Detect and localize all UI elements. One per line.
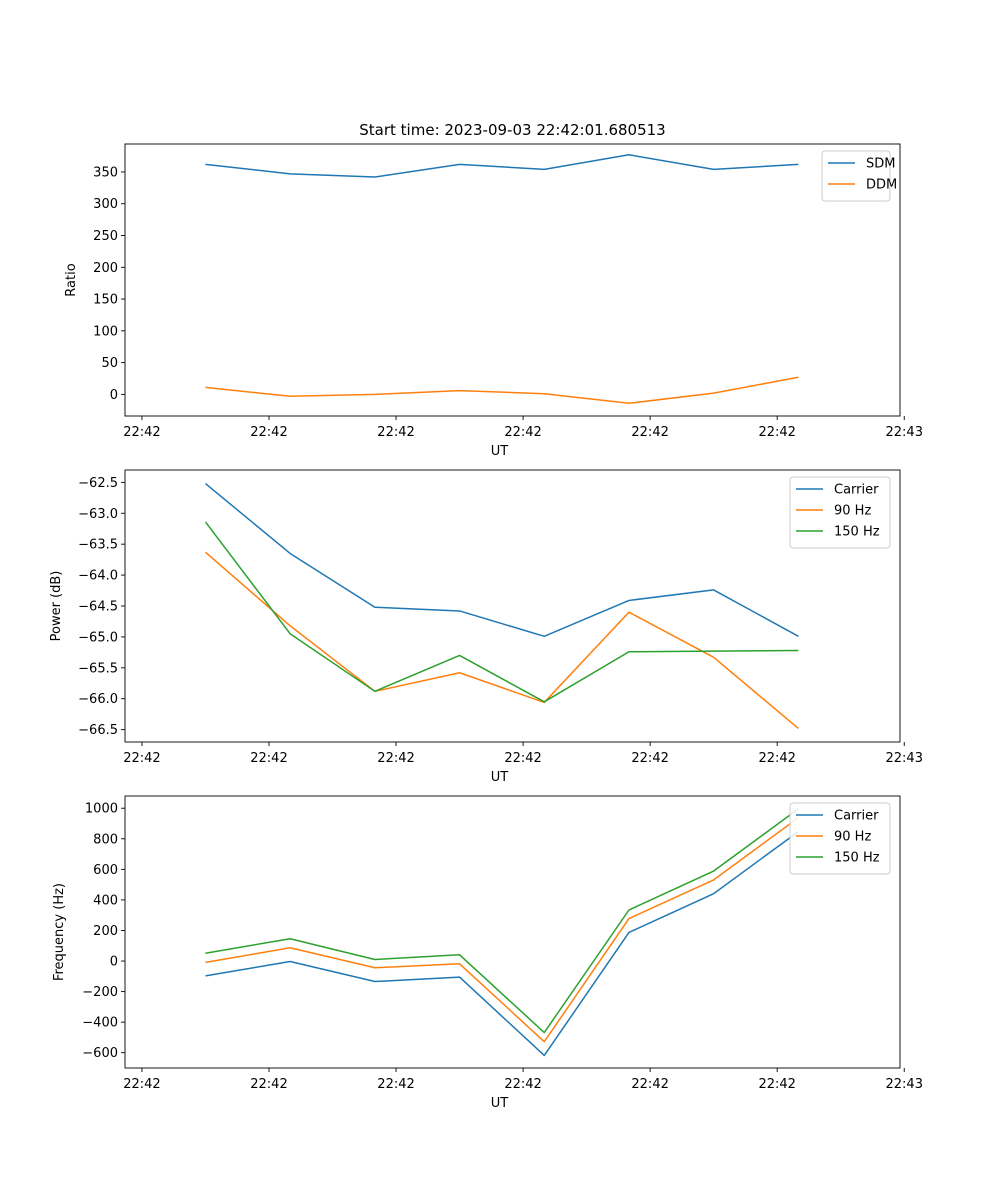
x-tick-label: 22:43 — [886, 1077, 923, 1092]
legend-label-90-hz: 90 Hz — [834, 504, 871, 519]
x-tick-label: 22:43 — [886, 751, 923, 766]
y-tick-label: −600 — [82, 1046, 118, 1061]
chart-panel-1: 0 50 100 150 200 250 300 350 22:42 22:42 22:42 22:4… — [64, 121, 923, 459]
y-tick-label: −400 — [82, 1016, 118, 1031]
y-tick-label: −63.5 — [78, 538, 118, 553]
legend-label-carrier: Carrier — [834, 809, 879, 824]
x-tick-label: 22:42 — [377, 751, 414, 766]
x-tick-label: 22:43 — [886, 425, 923, 440]
y-tick-label: 0 — [110, 955, 118, 970]
x-tick-label: 22:42 — [377, 1077, 414, 1092]
x-tick-label: 22:42 — [123, 751, 160, 766]
legend-label-150-hz: 150 Hz — [834, 851, 880, 866]
y-tick-label: 50 — [101, 356, 118, 371]
legend: Carrier 90 Hz 150 Hz — [789, 476, 891, 549]
x-tick-label: 22:42 — [631, 425, 668, 440]
x-tick-label: 22:42 — [758, 751, 795, 766]
legend-label-sdm: SDM — [866, 157, 895, 172]
x-tick-label: 22:42 — [504, 1077, 541, 1092]
y-tick-label: 350 — [93, 165, 118, 180]
y-axis-label: Ratio — [64, 263, 79, 296]
x-axis-label: UT — [491, 1096, 509, 1111]
series-line-90-hz — [205, 817, 799, 1043]
y-tick-label: 600 — [93, 863, 118, 878]
y-tick-label: −62.5 — [78, 476, 118, 491]
x-tick-label: 22:42 — [123, 425, 160, 440]
y-tick-label: −200 — [82, 985, 118, 1000]
y-tick-label: 1000 — [85, 802, 118, 817]
axes-frame — [124, 795, 901, 1069]
y-tick-label: −63.0 — [78, 507, 118, 522]
legend: SDM DDM — [821, 150, 897, 202]
x-tick-label: 22:42 — [250, 751, 287, 766]
plot-area — [125, 470, 900, 742]
series-line-150-hz — [204, 521, 799, 703]
y-tick-label: 250 — [93, 229, 118, 244]
y-tick-label: −66.0 — [78, 692, 118, 707]
y-tick-label: 300 — [93, 197, 118, 212]
y-tick-label: 200 — [93, 924, 118, 939]
x-tick-label: 22:42 — [504, 751, 541, 766]
y-tick-label: 200 — [93, 261, 118, 276]
series-line-90-hz — [204, 551, 799, 729]
x-tick-label: 22:42 — [504, 425, 541, 440]
legend-label-150-hz: 150 Hz — [834, 525, 880, 540]
x-tick-label: 22:42 — [758, 1077, 795, 1092]
chart-panel-2: −66.5 −66.0 −65.5 −65.0 −64.5 −64.0 −63.5 −63.0… — [49, 469, 923, 785]
y-axis-label: Frequency (Hz) — [52, 883, 67, 981]
x-tick-label: 22:42 — [758, 425, 795, 440]
x-axis-label: UT — [491, 444, 509, 459]
y-tick-label: 0 — [110, 388, 118, 403]
legend-label-carrier: Carrier — [834, 483, 879, 498]
x-tick-label: 22:42 — [123, 1077, 160, 1092]
x-tick-label: 22:42 — [250, 425, 287, 440]
x-tick-label: 22:42 — [631, 751, 668, 766]
chart-panel-3: −600 −400 −200 0 200 400 600 800 1000 22:42 22:42 2… — [52, 795, 923, 1111]
x-axis-label: UT — [491, 770, 509, 785]
legend: Carrier 90 Hz 150 Hz — [789, 802, 891, 875]
chart-title: Start time: 2023-09-03 22:42:01.680513 — [359, 121, 665, 139]
y-axis-label: Power (dB) — [49, 571, 64, 642]
y-tick-label: −65.0 — [78, 630, 118, 645]
legend-label-ddm: DDM — [866, 178, 897, 193]
y-tick-label: −66.5 — [78, 723, 118, 738]
x-tick-label: 22:42 — [250, 1077, 287, 1092]
plot-area — [125, 796, 900, 1068]
x-tick-label: 22:42 — [377, 425, 414, 440]
panels: 0 50 100 150 200 250 300 350 22:42 22:42 22:42 22:4… — [49, 121, 923, 1111]
axes-frame — [124, 143, 901, 417]
y-tick-label: 400 — [93, 893, 118, 908]
x-tick-label: 22:42 — [631, 1077, 668, 1092]
series-line-ddm — [205, 376, 799, 405]
y-tick-label: −64.5 — [78, 600, 118, 615]
legend-label-90-hz: 90 Hz — [834, 830, 871, 845]
y-tick-label: 150 — [93, 293, 118, 308]
y-tick-label: 100 — [93, 324, 118, 339]
y-tick-label: −65.5 — [78, 661, 118, 676]
plot-area — [125, 144, 900, 416]
series-line-carrier — [205, 830, 799, 1057]
series-line-sdm — [205, 154, 799, 178]
series-line-150-hz — [205, 808, 799, 1034]
series-line-carrier — [204, 483, 799, 638]
y-tick-label: 800 — [93, 832, 118, 847]
y-tick-label: −64.0 — [78, 569, 118, 584]
